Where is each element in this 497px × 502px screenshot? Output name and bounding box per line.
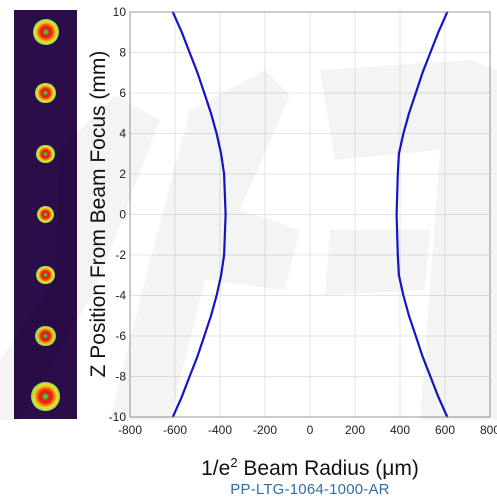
y-axis-label-text: Z Position From Beam Focus (mm) bbox=[87, 50, 110, 378]
data-point bbox=[180, 31, 183, 34]
x-tick-label: 0 bbox=[307, 423, 314, 437]
x-tick-label: 200 bbox=[345, 423, 365, 437]
data-point bbox=[402, 132, 405, 135]
x-axis-label-suffix: Beam Radius (μm) bbox=[237, 457, 419, 480]
beam-profile-spot bbox=[35, 325, 56, 347]
data-point bbox=[188, 51, 191, 54]
x-tick-label: -400 bbox=[208, 423, 232, 437]
y-tick-label: 4 bbox=[119, 127, 126, 141]
data-point bbox=[402, 294, 405, 297]
data-point bbox=[196, 71, 199, 74]
tick-labels: -800 -600 -400 -200 0 200 400 600 800 -10 -8 -6 -4 -2… bbox=[109, 5, 497, 437]
x-tick-label: -600 bbox=[163, 423, 187, 437]
beam-profile-spot bbox=[35, 82, 56, 104]
y-tick-label: 2 bbox=[119, 167, 126, 181]
data-point bbox=[396, 173, 399, 175]
beam-profile-spot bbox=[36, 205, 55, 224]
data-point bbox=[215, 132, 218, 135]
x-axis-label: 1/e2 Beam Radius (μm) bbox=[130, 455, 490, 481]
x-axis-label-sup: 2 bbox=[230, 455, 238, 470]
beam-profile-strip bbox=[14, 10, 77, 419]
data-point bbox=[224, 213, 227, 216]
data-point bbox=[215, 294, 218, 297]
data-point bbox=[437, 395, 440, 398]
x-tick-label: -200 bbox=[253, 423, 277, 437]
data-point bbox=[203, 92, 206, 94]
data-point bbox=[180, 395, 183, 398]
y-tick-label: 0 bbox=[119, 208, 126, 222]
y-tick-label: -2 bbox=[115, 248, 126, 262]
data-point bbox=[188, 375, 191, 378]
x-axis-label-prefix: 1/e bbox=[201, 457, 231, 480]
data-point bbox=[220, 274, 223, 277]
data-point bbox=[397, 274, 400, 277]
x-tick-label: -800 bbox=[118, 423, 142, 437]
data-point bbox=[408, 112, 410, 115]
part-number-caption: PP-LTG-1064-1000-AR bbox=[230, 481, 390, 498]
y-tick-label: -6 bbox=[115, 329, 126, 343]
data-point bbox=[396, 254, 399, 256]
x-tick-label: 400 bbox=[390, 423, 410, 437]
data-point bbox=[408, 314, 410, 317]
y-tick-label: 6 bbox=[119, 86, 126, 100]
data-point bbox=[429, 51, 432, 54]
y-tick-label: -4 bbox=[115, 289, 126, 303]
x-tick-label: 600 bbox=[435, 423, 455, 437]
beam-profile-spot bbox=[32, 19, 59, 46]
data-point bbox=[220, 152, 223, 155]
data-point bbox=[414, 92, 417, 94]
data-point bbox=[421, 355, 424, 358]
y-tick-label: 10 bbox=[113, 5, 127, 19]
y-tick-label: -10 bbox=[109, 410, 127, 424]
y-tick-label: -8 bbox=[115, 370, 126, 384]
beam-profile-spot bbox=[31, 382, 60, 412]
x-tick-label: 800 bbox=[480, 423, 497, 437]
data-point bbox=[395, 213, 398, 216]
beam-profile-spot bbox=[36, 266, 55, 285]
data-point bbox=[429, 375, 432, 378]
y-tick-label: 8 bbox=[119, 46, 126, 60]
data-point bbox=[223, 173, 225, 175]
data-point bbox=[223, 254, 225, 256]
data-point bbox=[414, 335, 417, 337]
beam-profile-spot bbox=[36, 144, 55, 163]
data-point bbox=[210, 112, 212, 115]
data-point bbox=[210, 314, 212, 317]
data-point bbox=[437, 31, 440, 34]
data-point bbox=[196, 355, 199, 358]
data-point bbox=[397, 152, 400, 155]
plot-frame bbox=[129, 11, 491, 418]
data-point bbox=[203, 335, 206, 337]
data-point bbox=[421, 71, 424, 74]
